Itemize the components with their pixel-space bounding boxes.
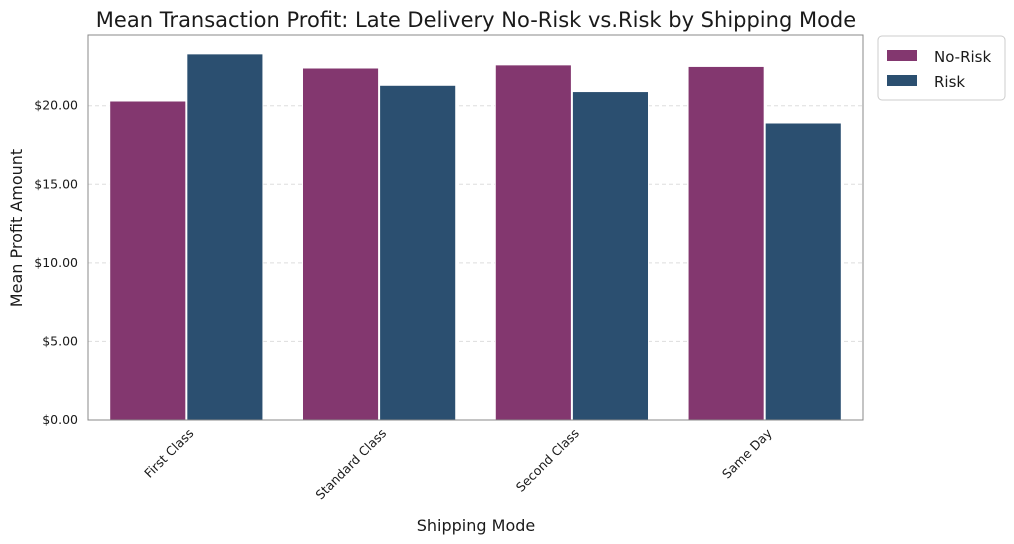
legend-label-no-risk: No-Risk xyxy=(934,48,991,66)
legend-swatch-no-risk xyxy=(887,50,917,61)
legend-swatch-risk xyxy=(887,75,917,86)
y-tick-label: $5.00 xyxy=(42,333,78,348)
x-axis-label: Shipping Mode xyxy=(417,516,535,535)
legend-label-risk: Risk xyxy=(934,73,965,91)
bars xyxy=(109,53,842,421)
bar-no-risk-same-day xyxy=(687,65,765,421)
y-tick-label: $20.00 xyxy=(34,98,78,113)
y-axis-ticks: $0.00 $5.00 $10.00 $15.00 $20.00 xyxy=(34,98,78,427)
y-tick-label: $0.00 xyxy=(42,412,78,427)
y-axis-label: Mean Profit Amount xyxy=(7,149,26,307)
bar-risk-first-class xyxy=(186,53,264,421)
bar-risk-same-day xyxy=(764,122,842,421)
y-tick-label: $15.00 xyxy=(34,176,78,191)
x-tick-label: First Class xyxy=(141,426,196,481)
chart-title: Mean Transaction Profit: Late Delivery N… xyxy=(96,8,856,32)
x-tick-label: Standard Class xyxy=(312,426,389,503)
bar-no-risk-first-class xyxy=(109,100,187,421)
plot-frame xyxy=(87,34,864,421)
bar-risk-second-class xyxy=(571,91,650,421)
bar-no-risk-second-class xyxy=(494,64,572,421)
x-axis-ticks: First Class Standard Class Second Class Sam… xyxy=(141,425,775,502)
y-tick-label: $10.00 xyxy=(34,255,78,270)
bar-no-risk-standard-class xyxy=(301,67,380,421)
x-tick-label: Same Day xyxy=(719,425,775,481)
legend: No-Risk Risk xyxy=(877,35,1006,101)
bar-risk-standard-class xyxy=(379,84,457,421)
x-tick-label: Second Class xyxy=(513,426,582,495)
